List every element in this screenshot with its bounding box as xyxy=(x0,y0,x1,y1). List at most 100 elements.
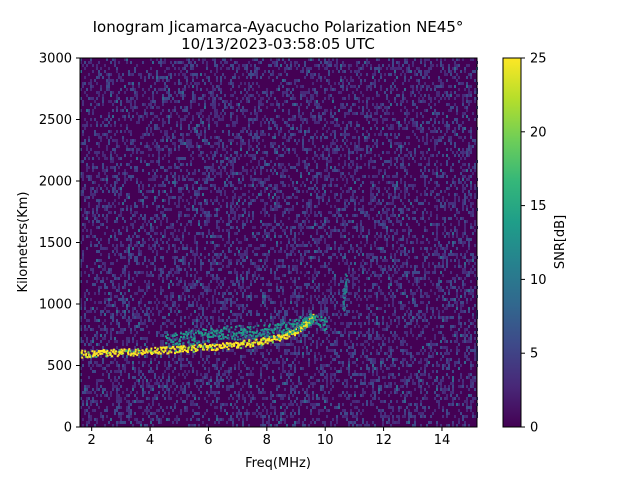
noise-cell xyxy=(126,226,128,229)
noise-cell xyxy=(122,298,124,301)
noise-cell xyxy=(202,322,204,325)
noise-cell xyxy=(186,82,188,85)
noise-cell xyxy=(252,136,254,139)
noise-cell xyxy=(178,298,180,301)
noise-cell xyxy=(214,259,216,262)
noise-cell xyxy=(118,412,120,415)
noise-cell xyxy=(114,193,116,196)
noise-cell xyxy=(294,370,296,373)
noise-cell xyxy=(216,121,218,124)
noise-cell xyxy=(124,181,126,184)
noise-cell xyxy=(170,190,172,193)
noise-cell xyxy=(174,163,176,166)
noise-cell xyxy=(320,118,322,121)
noise-cell xyxy=(124,310,126,313)
noise-cell xyxy=(186,208,188,211)
noise-cell xyxy=(100,67,102,70)
noise-cell xyxy=(246,412,248,415)
noise-cell xyxy=(226,376,228,379)
noise-cell xyxy=(222,364,224,367)
noise-cell xyxy=(296,265,298,268)
noise-cell xyxy=(260,391,262,394)
noise-cell xyxy=(302,94,304,97)
noise-cell xyxy=(230,310,232,313)
noise-cell xyxy=(288,397,290,400)
noise-cell xyxy=(134,376,136,379)
noise-cell xyxy=(144,355,146,358)
noise-cell xyxy=(242,286,244,289)
noise-cell xyxy=(208,175,210,178)
noise-cell xyxy=(116,400,118,403)
noise-cell xyxy=(168,196,170,199)
noise-cell xyxy=(290,352,292,355)
noise-cell xyxy=(312,169,314,172)
noise-cell xyxy=(206,271,208,274)
noise-cell xyxy=(162,205,164,208)
noise-cell xyxy=(146,223,148,226)
noise-cell xyxy=(224,154,226,157)
noise-cell xyxy=(160,292,162,295)
noise-cell xyxy=(254,58,256,61)
noise-cell xyxy=(190,331,192,334)
noise-cell xyxy=(208,220,210,223)
noise-cell xyxy=(308,337,310,340)
noise-cell xyxy=(188,214,190,217)
noise-cell xyxy=(272,229,274,232)
noise-cell xyxy=(90,88,92,91)
noise-cell xyxy=(186,274,188,277)
noise-cell xyxy=(164,316,166,319)
noise-cell xyxy=(200,118,202,121)
noise-cell xyxy=(270,358,272,361)
noise-cell xyxy=(124,268,126,271)
noise-cell xyxy=(228,262,230,265)
noise-cell xyxy=(250,310,252,313)
noise-cell xyxy=(210,268,212,271)
noise-cell xyxy=(140,226,142,229)
noise-cell xyxy=(152,61,154,64)
noise-cell xyxy=(232,175,234,178)
noise-cell xyxy=(294,166,296,169)
noise-cell xyxy=(208,91,210,94)
noise-cell xyxy=(320,250,322,253)
noise-cell xyxy=(124,85,126,88)
noise-cell xyxy=(106,343,108,346)
noise-cell xyxy=(132,349,134,352)
noise-cell xyxy=(250,298,252,301)
noise-cell xyxy=(310,376,312,379)
noise-cell xyxy=(278,277,280,280)
noise-cell xyxy=(188,295,190,298)
noise-cell xyxy=(280,226,282,229)
noise-cell xyxy=(298,349,300,352)
noise-cell xyxy=(286,382,288,385)
noise-cell xyxy=(148,301,150,304)
noise-cell xyxy=(186,58,188,61)
noise-cell xyxy=(130,166,132,169)
noise-cell xyxy=(242,307,244,310)
noise-cell xyxy=(320,175,322,178)
noise-cell xyxy=(216,418,218,421)
noise-cell xyxy=(132,337,134,340)
noise-cell xyxy=(142,226,144,229)
noise-cell xyxy=(230,106,232,109)
noise-cell xyxy=(122,136,124,139)
noise-cell xyxy=(192,355,194,358)
noise-cell xyxy=(106,166,108,169)
noise-cell xyxy=(116,259,118,262)
noise-cell xyxy=(88,82,90,85)
noise-cell xyxy=(260,169,262,172)
noise-cell xyxy=(182,235,184,238)
noise-cell xyxy=(254,112,256,115)
noise-cell xyxy=(102,346,104,349)
noise-cell xyxy=(202,178,204,181)
noise-cell xyxy=(304,274,306,277)
noise-cell xyxy=(196,316,198,319)
noise-cell xyxy=(108,73,110,76)
noise-cell xyxy=(114,253,116,256)
noise-cell xyxy=(270,397,272,400)
noise-cell xyxy=(128,70,130,73)
noise-cell xyxy=(322,409,324,412)
noise-cell xyxy=(286,415,288,418)
noise-cell xyxy=(276,358,278,361)
noise-cell xyxy=(266,283,268,286)
noise-cell xyxy=(140,307,142,310)
